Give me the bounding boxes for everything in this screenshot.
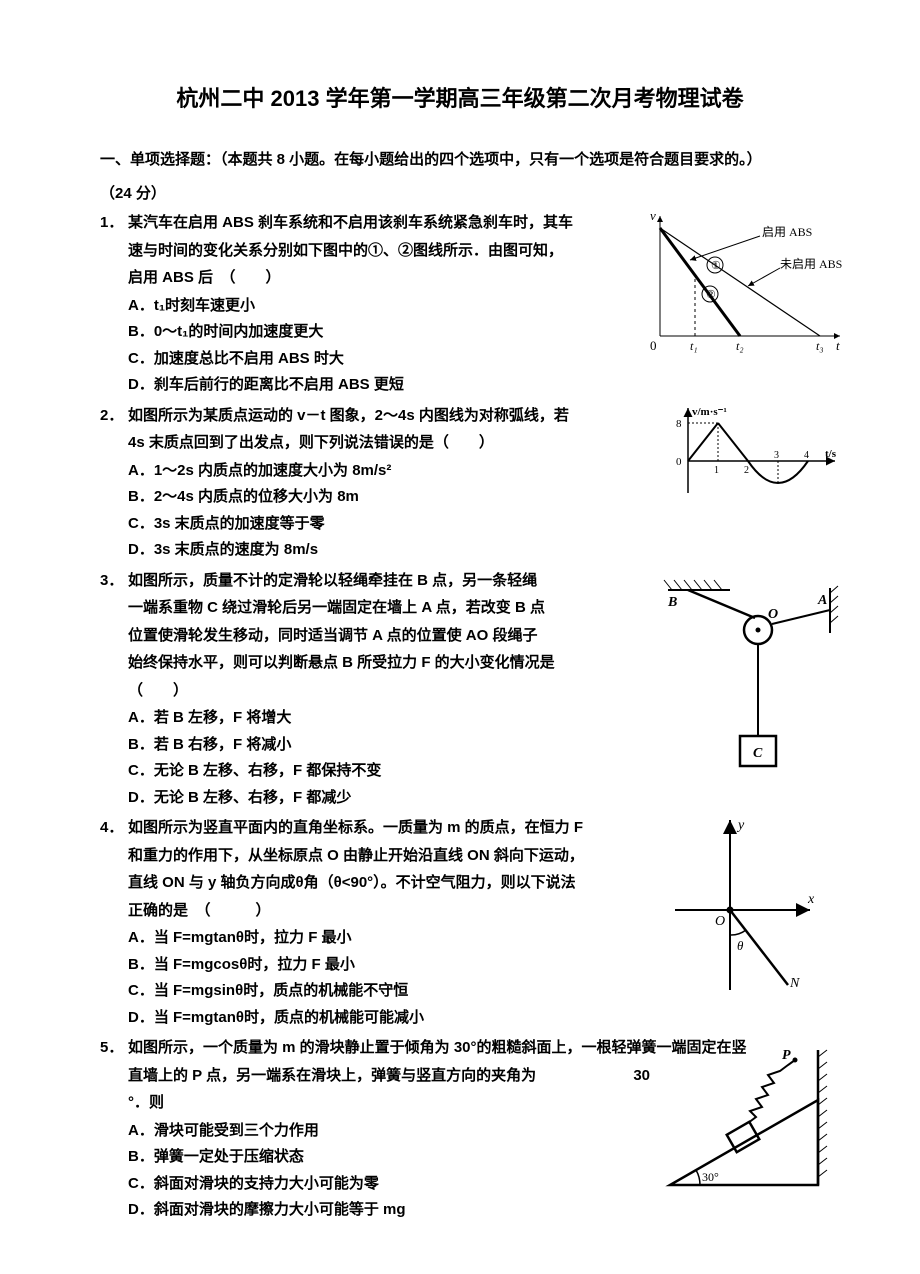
svg-text:P: P — [782, 1048, 791, 1063]
q2-opt-B: B．2～4s 内质点的位移大小为 8m — [128, 484, 630, 510]
qnum-2: 2． — [100, 403, 128, 564]
q3-opt-C: C．无论 B 左移、右移，F 都保持不变 — [128, 758, 620, 784]
page-title: 杭州二中 2013 学年第一学期高三年级第二次月考物理试卷 — [100, 80, 820, 117]
svg-text:0: 0 — [676, 456, 682, 468]
svg-text:θ: θ — [737, 938, 744, 953]
svg-text:0: 0 — [650, 338, 657, 353]
q3-figure: B A O C — [660, 568, 840, 778]
q3-stem4: 始终保持水平，则可以判断悬点 B 所受拉力 F 的大小变化情况是 — [128, 650, 620, 676]
q4-figure: y x O N θ — [660, 815, 820, 995]
question-5: 5． 如图所示，一个质量为 m 的滑块静止置于倾角为 30°的粗糙斜面上，一根轻… — [100, 1035, 820, 1224]
question-4: 4． 如图所示为竖直平面内的直角坐标系。一质量为 m 的质点，在恒力 F 和重力… — [100, 815, 820, 1031]
svg-text:2: 2 — [744, 465, 749, 476]
svg-text:C: C — [753, 746, 763, 761]
q5-stem2: 直墙上的 P 点，另一端系在滑块上，弹簧与竖直方向的夹角为 — [128, 1067, 536, 1084]
q2-opt-D: D．3s 末质点的速度为 8m/s — [128, 537, 630, 563]
svg-text:O: O — [768, 607, 778, 622]
svg-text:x: x — [807, 892, 815, 907]
svg-text:v/m·s⁻¹: v/m·s⁻¹ — [692, 406, 727, 418]
svg-text:B: B — [667, 595, 677, 610]
q4-stem2: 和重力的作用下，从坐标原点 O 由静止开始沿直线 ON 斜向下运动， — [128, 843, 640, 869]
q4-stem1: 如图所示为竖直平面内的直角坐标系。一质量为 m 的质点，在恒力 F — [128, 815, 640, 841]
q1-opt-B: B．0～t₁的时间内加速度更大 — [128, 319, 620, 345]
q5-opt-D: D．斜面对滑块的摩擦力大小可能等于 mg — [128, 1197, 820, 1223]
svg-text:启用 ABS: 启用 ABS — [762, 225, 812, 239]
svg-text:t: t — [836, 338, 840, 353]
q4-opt-C: C．当 F=mgsinθ时，质点的机械能不守恒 — [128, 978, 640, 1004]
q4-opt-B: B．当 F=mgcosθ时，拉力 F 最小 — [128, 952, 640, 978]
q2-figure: v/m·s⁻¹ t/s 8 0 1 2 3 4 — [670, 403, 840, 503]
svg-text:1: 1 — [714, 465, 719, 476]
svg-text:A: A — [817, 593, 827, 608]
svg-text:3: 3 — [774, 450, 779, 461]
question-1: 1． 某汽车在启用 ABS 刹车系统和不启用该刹车系统紧急刹车时，其车 速与时间… — [100, 210, 820, 399]
q2-stem1: 如图所示为某质点运动的 v－t 图象，2～4s 内图线为对称弧线，若 — [128, 403, 630, 429]
q1-opt-C: C．加速度总比不启用 ABS 时大 — [128, 346, 620, 372]
q1-opt-D: D．刹车后前行的距离比不启用 ABS 更短 — [128, 372, 620, 398]
svg-text:t₁: t₁ — [690, 339, 698, 353]
svg-text:①: ① — [711, 260, 721, 272]
svg-text:②: ② — [706, 289, 716, 301]
svg-text:N: N — [789, 976, 800, 991]
q3-stem5: （ ） — [128, 678, 620, 704]
q2-opt-C: C．3s 末质点的加速度等于零 — [128, 511, 630, 537]
svg-text:30°: 30° — [702, 1170, 719, 1184]
svg-text:8: 8 — [676, 418, 682, 430]
q4-stem4: 正确的是 （ ） — [128, 898, 640, 924]
svg-text:t₂: t₂ — [736, 339, 744, 353]
q1-figure: v t 0 t₁ t₂ t₃ 启用 ABS 未启用 ABS ① ② — [640, 206, 850, 356]
qnum-1: 1． — [100, 210, 128, 399]
qnum-3: 3． — [100, 568, 128, 812]
section-header: 一、单项选择题：（本题共 8 小题。在每小题给出的四个选项中，只有一个选项是符合… — [100, 147, 820, 173]
svg-text:4: 4 — [804, 450, 809, 461]
q1-stem3: 启用 ABS 后 （ ） — [128, 265, 620, 291]
q1-stem1: 某汽车在启用 ABS 刹车系统和不启用该刹车系统紧急刹车时，其车 — [128, 210, 620, 236]
q3-opt-A: A．若 B 左移，F 将增大 — [128, 705, 620, 731]
svg-text:t/s: t/s — [825, 448, 837, 460]
q4-opt-D: D．当 F=mgtanθ时，质点的机械能可能减小 — [128, 1005, 640, 1031]
q3-stem2: 一端系重物 C 绕过滑轮后另一端固定在墙上 A 点，若改变 B 点 — [128, 595, 620, 621]
svg-text:v: v — [650, 208, 656, 223]
qnum-5: 5． — [100, 1035, 128, 1224]
q1-stem2: 速与时间的变化关系分别如下图中的①、②图线所示．由图可知， — [128, 238, 620, 264]
q1-opt-A: A．t₁时刻车速更小 — [128, 293, 620, 319]
qnum-4: 4． — [100, 815, 128, 1031]
section-points: （24 分） — [100, 181, 820, 207]
q5-figure: 30° P — [660, 1045, 830, 1195]
svg-text:t₃: t₃ — [816, 339, 824, 353]
q2-stem2: 4s 末质点回到了出发点，则下列说法错误的是（ ） — [128, 430, 630, 456]
q3-opt-D: D．无论 B 左移、右移，F 都减少 — [128, 785, 620, 811]
q4-stem3: 直线 ON 与 y 轴负方向成θ角（θ<90°）。不计空气阻力，则以下说法 — [128, 870, 640, 896]
q3-opt-B: B．若 B 右移，F 将减小 — [128, 732, 620, 758]
question-2: 2． 如图所示为某质点运动的 v－t 图象，2～4s 内图线为对称弧线，若 4s… — [100, 403, 820, 564]
q3-stem1: 如图所示，质量不计的定滑轮以轻绳牵挂在 B 点，另一条轻绳 — [128, 568, 620, 594]
q2-opt-A: A．1～2s 内质点的加速度大小为 8m/s² — [128, 458, 630, 484]
question-3: 3． 如图所示，质量不计的定滑轮以轻绳牵挂在 B 点，另一条轻绳 一端系重物 C… — [100, 568, 820, 812]
q4-opt-A: A．当 F=mgtanθ时，拉力 F 最小 — [128, 925, 640, 951]
q3-stem3: 位置使滑轮发生移动，同时适当调节 A 点的位置使 AO 段绳子 — [128, 623, 620, 649]
svg-text:未启用 ABS: 未启用 ABS — [780, 257, 842, 271]
svg-text:O: O — [715, 914, 725, 929]
svg-text:y: y — [736, 818, 745, 833]
